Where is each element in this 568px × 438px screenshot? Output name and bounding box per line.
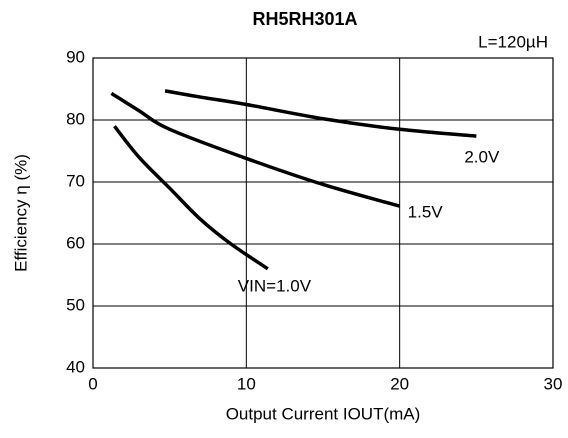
y-tick-label: 40	[66, 357, 85, 376]
series-label: 1.5V	[408, 203, 444, 222]
x-tick-label: 10	[237, 374, 256, 393]
x-tick-label: 20	[390, 374, 409, 393]
series-line	[164, 89, 477, 138]
y-tick-label: 80	[66, 109, 85, 128]
plot-frame	[92, 57, 554, 369]
y-tick-label: 90	[66, 47, 85, 66]
y-tick-label: 60	[66, 233, 85, 252]
series-label: VIN=1.0V	[238, 276, 312, 295]
y-axis-label: Efficiency η (%)	[11, 154, 30, 272]
series-line	[113, 125, 269, 271]
series-label: 2.0V	[464, 148, 500, 167]
x-tick-label: 30	[544, 374, 563, 393]
x-tick-label: 0	[88, 374, 97, 393]
annotation: L=120µH	[478, 32, 548, 51]
x-axis-label: Output Current IOUT(mA)	[226, 404, 421, 423]
chart-title: RH5RH301A	[252, 9, 357, 29]
y-tick-label: 70	[66, 171, 85, 190]
series-line	[110, 91, 401, 208]
y-tick-label: 50	[66, 295, 85, 314]
